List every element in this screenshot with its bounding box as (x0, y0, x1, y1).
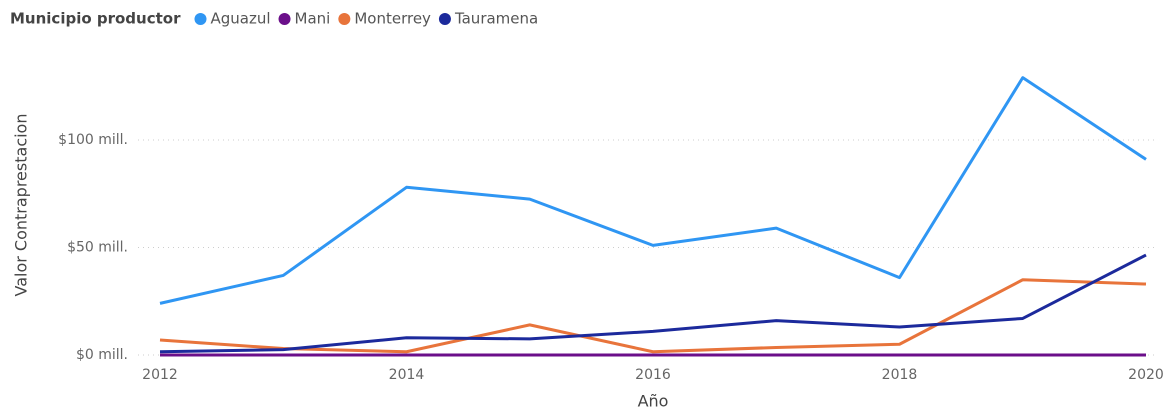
x-tick-label: 2016 (635, 367, 671, 383)
legend-title: Municipio productor (10, 10, 181, 28)
legend-marker (194, 13, 207, 25)
legend-label: Aguazul (211, 10, 271, 28)
series-line (159, 76, 1147, 305)
legend-label: Mani (295, 10, 331, 28)
x-tick-label: 2020 (1128, 367, 1164, 383)
x-tick-label: 2018 (882, 367, 918, 383)
y-tick-label: $0 mill. (76, 347, 128, 363)
series-line (159, 253, 1147, 354)
y-tick-label: $100 mill. (58, 132, 128, 148)
x-tick-label: 2012 (142, 367, 178, 383)
legend-marker (278, 13, 291, 25)
x-tick-label: 2014 (389, 367, 425, 383)
y-tick-label: $50 mill. (67, 240, 128, 256)
y-axis-label: Valor Contraprestacion (12, 114, 31, 297)
legend-label: Tauramena (454, 10, 538, 28)
legend-marker (438, 13, 451, 25)
legend-marker (338, 13, 351, 25)
legend-label: Monterrey (354, 10, 431, 28)
x-axis-label: Año (638, 392, 669, 410)
series-line (159, 278, 1147, 354)
